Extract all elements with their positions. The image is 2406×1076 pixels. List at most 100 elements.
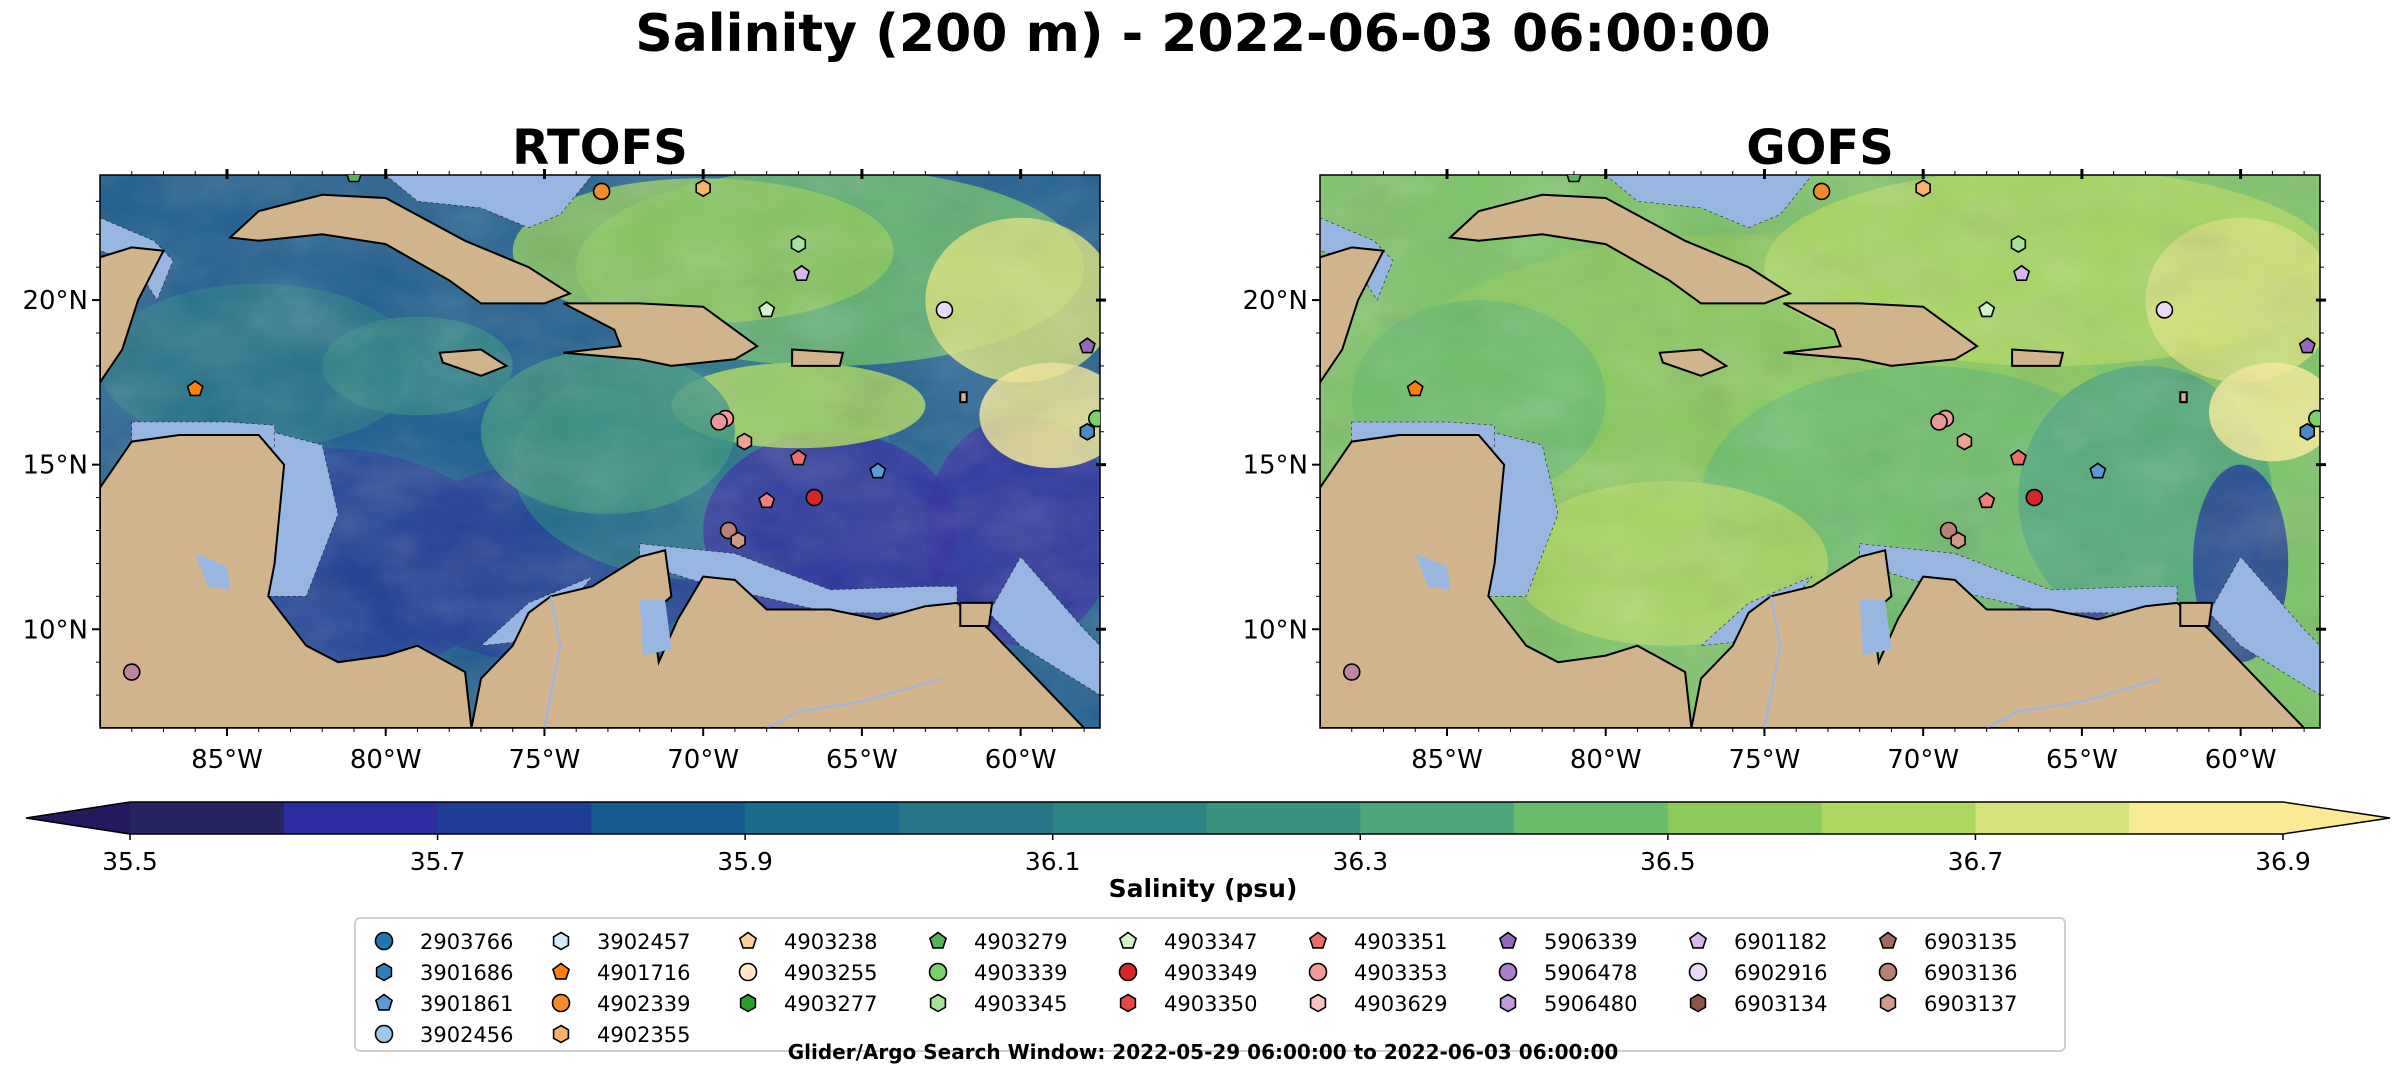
y-tick-label: 20°N	[22, 286, 88, 316]
colorbar-tick-label: 35.9	[717, 847, 773, 876]
colorbar-bin	[1975, 802, 2130, 834]
float-marker	[1566, 175, 1582, 183]
colorbar-tick-label: 36.9	[2255, 847, 2311, 876]
float-marker	[2298, 337, 2316, 354]
float-marker	[758, 301, 776, 318]
y-tick-label: 20°N	[1242, 286, 1308, 316]
figure-title: Salinity (200 m) - 2022-06-03 06:00:00	[635, 4, 1771, 64]
legend-label: 6902916	[1734, 961, 1828, 985]
legend-marker	[1308, 931, 1328, 949]
legend-label: 4902355	[597, 1023, 691, 1047]
legend-label: 3901686	[420, 961, 514, 985]
colorbar-bin	[130, 802, 285, 834]
legend-label: 4903277	[784, 992, 878, 1016]
legend-marker	[551, 993, 571, 1013]
legend-label: 4903629	[1354, 992, 1448, 1016]
legend-marker	[374, 1024, 394, 1044]
legend-marker	[929, 993, 947, 1013]
colorbar-bin	[1514, 802, 1669, 834]
float-marker	[758, 491, 776, 509]
legend-label: 4903339	[974, 961, 1068, 985]
legend-marker	[1118, 931, 1138, 949]
legend-marker	[1309, 993, 1327, 1013]
legend-label: 5906478	[1544, 961, 1638, 985]
colorbar-bin	[2129, 802, 2284, 834]
float-marker	[1939, 521, 1958, 540]
x-tick-label: 80°W	[1570, 745, 1642, 775]
x-tick-label: 85°W	[191, 745, 263, 775]
map-panel-rtofs: RTOFS 85°W 80°W 75°W 70°W 65°W 60°W 10°N 15°N 20°…	[22, 120, 1106, 775]
legend-marker	[374, 993, 394, 1011]
legend-marker	[1498, 962, 1518, 982]
panel-title: GOFS	[1746, 120, 1894, 176]
legend-marker	[928, 931, 948, 949]
legend: 2903766 3901686 3901861 3902456 3902457 49017…	[354, 917, 2066, 1052]
legend-marker	[738, 931, 758, 949]
float-marker	[1930, 413, 1948, 431]
x-tick-label: 70°W	[1887, 745, 1959, 775]
y-tick-label: 15°N	[1242, 451, 1308, 481]
search-window-note: Glider/Argo Search Window: 2022-05-29 06…	[787, 1040, 1619, 1064]
legend-label: 4903279	[974, 930, 1068, 954]
x-tick-label: 85°W	[1411, 745, 1483, 775]
float-marker	[1078, 337, 1096, 354]
legend-label: 3902457	[597, 930, 691, 954]
legend-label: 6903135	[1924, 930, 2018, 954]
float-marker	[790, 235, 807, 254]
float-marker	[122, 663, 141, 681]
float-marker	[869, 462, 887, 479]
colorbar-tick-label: 36.3	[1332, 847, 1388, 876]
legend-label: 4903350	[1164, 992, 1258, 1016]
float-marker	[1978, 491, 1996, 509]
float-marker	[1406, 380, 1424, 397]
legend-label: 5906339	[1544, 930, 1638, 954]
x-tick-label: 65°W	[2046, 745, 2118, 775]
map-panel-gofs: GOFS 85°W 80°W 75°W 70°W 65°W 60°W 10°N 15°N 20°N	[1242, 120, 2326, 775]
float-marker	[1956, 432, 1973, 451]
legend-label: 6903136	[1924, 961, 2018, 985]
colorbar-bin	[1360, 802, 1515, 834]
y-tick-label: 10°N	[22, 615, 88, 645]
float-marker	[793, 264, 811, 282]
legend-label: 2903766	[420, 930, 514, 954]
colorbar-tick-label: 35.7	[410, 847, 466, 876]
float-marker	[935, 301, 954, 319]
legend-marker	[552, 1024, 570, 1044]
colorbar-tick-label: 36.1	[1025, 847, 1081, 876]
legend-marker	[1879, 993, 1897, 1013]
float-marker	[2009, 449, 2027, 466]
legend-marker	[1119, 993, 1137, 1013]
legend-marker	[1688, 931, 1708, 949]
legend-label: 4901716	[597, 961, 691, 985]
legend-marker	[1689, 993, 1707, 1013]
legend-marker	[1499, 993, 1517, 1013]
float-marker	[1088, 409, 1100, 428]
legend-marker	[1688, 962, 1708, 982]
legend-marker	[375, 962, 393, 982]
legend-label: 4903255	[784, 961, 878, 985]
float-marker	[1978, 301, 1996, 318]
float-marker	[1915, 179, 1931, 198]
colorbar-bin	[591, 802, 746, 834]
legend-marker	[552, 931, 570, 951]
float-marker	[695, 179, 711, 198]
colorbar-bin	[437, 802, 592, 834]
legend-label: 4903349	[1164, 961, 1258, 985]
legend-marker	[739, 993, 757, 1013]
colorbar-bin	[898, 802, 1054, 834]
legend-label: 4903353	[1354, 961, 1448, 985]
x-tick-label: 75°W	[509, 745, 581, 775]
float-marker	[1079, 422, 1095, 441]
float-marker	[2089, 462, 2107, 479]
colorbar: 35.5 35.7 35.9 36.1 36.3 36.5 36.7 36.9	[25, 801, 2391, 876]
float-marker	[730, 531, 746, 550]
colorbar-bin	[1052, 802, 1207, 834]
float-marker	[346, 175, 362, 183]
float-marker	[1950, 531, 1966, 550]
colorbar-tick-label: 36.7	[1948, 847, 2004, 876]
y-tick-label: 15°N	[22, 451, 88, 481]
legend-label: 4902339	[597, 992, 691, 1016]
float-marker	[736, 432, 753, 451]
float-marker	[789, 449, 807, 466]
